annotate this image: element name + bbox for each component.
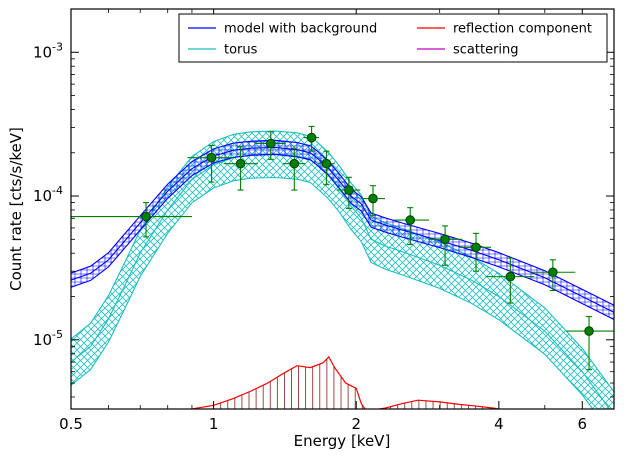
torus-line-2 — [71, 153, 611, 409]
torus-line-3 — [71, 176, 594, 409]
data-point — [393, 207, 430, 246]
reflection-component — [191, 355, 502, 409]
legend: model with background reflection compone… — [178, 13, 608, 63]
legend-label-torus: torus — [224, 43, 258, 58]
model-line-3 — [71, 153, 614, 320]
x-tick-label: 4 — [494, 415, 504, 433]
data-marker — [235, 158, 246, 169]
legend-label-model: model with background — [224, 22, 377, 37]
data-marker — [321, 158, 332, 169]
plot-frame — [70, 8, 615, 410]
y-axis-title: Count rate [cts/s/keV] — [7, 127, 25, 291]
legend-label-reflection: reflection component — [453, 22, 592, 37]
data-marker — [368, 193, 378, 204]
reflection-line — [191, 355, 502, 409]
y-tick-label: 10-3 — [33, 40, 63, 61]
data-point — [187, 144, 234, 183]
data-marker — [405, 215, 416, 225]
data-point — [529, 259, 576, 292]
data-marker — [471, 242, 481, 253]
x-tick-label: 2 — [351, 415, 361, 433]
data-point — [223, 146, 258, 191]
data-point — [566, 316, 614, 371]
data-point — [282, 147, 306, 191]
x-tick-label: 6 — [578, 415, 588, 433]
data-point — [429, 225, 463, 266]
y-tick-label: 10-4 — [33, 184, 63, 205]
data-point — [336, 176, 361, 209]
model-line-1 — [71, 139, 614, 306]
x-tick-label: 0.5 — [59, 415, 83, 433]
legend-label-scattering: scattering — [453, 43, 519, 58]
data-marker — [548, 267, 558, 278]
x-axis-title: Energy [keV] — [294, 432, 391, 450]
data-marker — [584, 326, 594, 336]
data-marker — [440, 234, 450, 245]
y-tick-label: 10-5 — [33, 328, 63, 349]
data-point — [361, 185, 385, 217]
x-tick-label: 1 — [209, 415, 219, 433]
data-point — [303, 125, 320, 152]
data-points — [71, 125, 614, 371]
data-marker — [306, 132, 317, 143]
legend-box — [178, 13, 608, 63]
data-marker — [344, 185, 354, 195]
plot-area — [71, 125, 614, 409]
data-marker — [141, 211, 151, 222]
data-marker — [505, 271, 516, 282]
data-marker — [265, 138, 276, 149]
torus-line-1 — [71, 130, 614, 393]
axes: 10-5 10-4 10-3 0.5 1 2 4 6 — [33, 8, 615, 433]
data-point — [317, 150, 335, 186]
data-point — [459, 232, 491, 272]
data-point — [485, 257, 535, 304]
data-point — [71, 202, 192, 238]
data-point — [254, 131, 286, 160]
data-marker — [206, 152, 217, 163]
data-marker — [289, 158, 300, 169]
